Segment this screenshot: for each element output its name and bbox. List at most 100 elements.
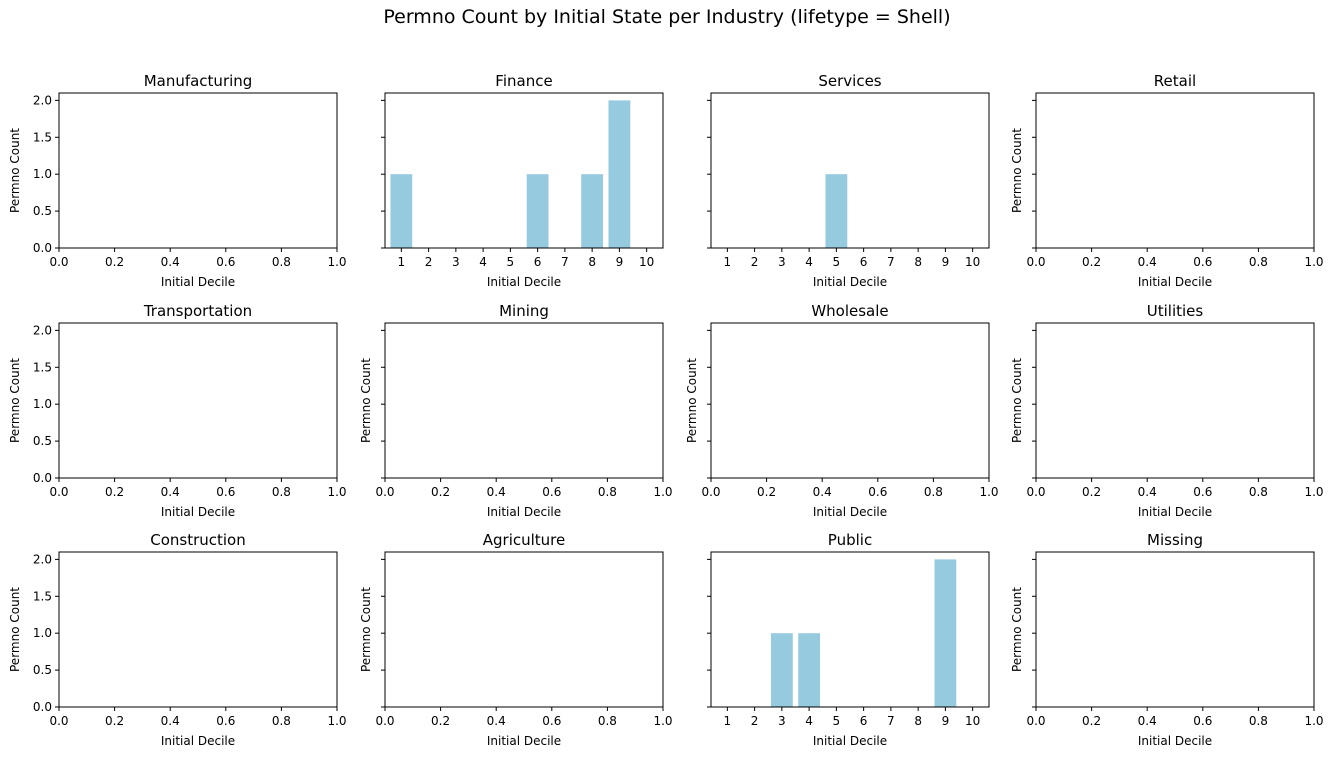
- x-tick-label: 9: [616, 255, 624, 269]
- subplot-title: Retail: [1154, 72, 1196, 90]
- y-tick-label: 1.5: [33, 360, 52, 374]
- axes-frame: [58, 92, 338, 249]
- subplot-title: Services: [818, 72, 881, 90]
- x-tick-label: 4: [805, 255, 813, 269]
- x-tick-label: 0.2: [105, 255, 124, 269]
- subplot-title: Mining: [499, 302, 549, 320]
- x-axis-label: Initial Decile: [487, 505, 561, 519]
- x-tick-label: 0.2: [1082, 485, 1101, 499]
- axes-frame: [58, 551, 338, 708]
- subplot-public: Public 1 2 3 4 5 6 7 8 9 10 Initial Decile: [707, 531, 990, 748]
- subplot-title: Agriculture: [483, 531, 566, 549]
- axes-frame: [1035, 322, 1315, 479]
- x-tick-label: 0.0: [49, 714, 68, 728]
- y-axis-label: Permno Count: [359, 587, 373, 672]
- x-axis-label: Initial Decile: [813, 275, 887, 289]
- x-tick-label: 4: [479, 255, 487, 269]
- bar-decile-4: [798, 633, 821, 707]
- bar-decile-6: [526, 174, 549, 248]
- x-tick-label: 9: [942, 255, 950, 269]
- x-tick-label: 0.6: [216, 485, 235, 499]
- subplot-transportation: Transportation 0.0 0.5 1.0 1.5 2.0 Permno Coun…: [8, 302, 347, 519]
- x-tick-label: 0.8: [924, 485, 943, 499]
- y-tick-label: 1.0: [33, 626, 52, 640]
- subplot-retail: Retail Permno Count 0.0 0.2 0.4 0.6 0.8 1.0 Init…: [1010, 72, 1324, 289]
- axes-frame: [1035, 551, 1315, 708]
- bar-decile-1: [390, 174, 413, 248]
- axes-frame: [58, 322, 338, 479]
- axes-frame: [384, 92, 664, 249]
- x-tick-label: 0.2: [431, 485, 450, 499]
- x-tick-label: 0.4: [813, 485, 832, 499]
- y-tick-label: 2.0: [33, 552, 52, 566]
- x-axis-label: Initial Decile: [161, 505, 235, 519]
- x-tick-label: 0.6: [542, 714, 561, 728]
- x-tick-label: 0.4: [487, 714, 506, 728]
- subplot-title: Construction: [150, 531, 246, 549]
- x-tick-label: 0.6: [1193, 485, 1212, 499]
- axes-frame: [384, 551, 664, 708]
- subplot-title: Transportation: [143, 302, 252, 320]
- y-axis-label: Permno Count: [8, 128, 22, 213]
- x-tick-label: 3: [778, 714, 786, 728]
- y-tick-label: 0.0: [33, 700, 52, 714]
- x-tick-label: 4: [805, 714, 813, 728]
- subplot-title: Public: [828, 531, 872, 549]
- x-tick-label: 1.0: [1304, 714, 1323, 728]
- x-tick-label: 6: [534, 255, 542, 269]
- x-tick-label: 5: [833, 255, 841, 269]
- x-tick-label: 3: [452, 255, 460, 269]
- x-tick-label: 0.6: [1193, 714, 1212, 728]
- x-tick-label: 1.0: [653, 714, 672, 728]
- x-tick-label: 5: [833, 714, 841, 728]
- y-axis-label: Permno Count: [1010, 128, 1024, 213]
- x-tick-label: 6: [860, 255, 868, 269]
- x-tick-label: 7: [887, 255, 895, 269]
- x-tick-label: 0.4: [1138, 714, 1157, 728]
- subplot-mining: Mining Permno Count 0.0 0.2 0.4 0.6 0.8 1.0 Init…: [359, 302, 673, 519]
- x-tick-label: 3: [778, 255, 786, 269]
- subplot-wholesale: Wholesale Permno Count 0.0 0.2 0.4 0.6 0.8 1.0 I…: [685, 302, 999, 519]
- y-tick-label: 0.0: [33, 471, 52, 485]
- y-axis-label: Permno Count: [685, 358, 699, 443]
- x-tick-label: 0.6: [216, 714, 235, 728]
- x-tick-label: 0.8: [598, 485, 617, 499]
- y-tick-label: 1.5: [33, 589, 52, 603]
- x-tick-label: 2: [751, 255, 759, 269]
- y-axis-label: Permno Count: [1010, 358, 1024, 443]
- x-tick-label: 0.6: [542, 485, 561, 499]
- axes-frame: [710, 551, 990, 708]
- x-tick-label: 1.0: [327, 255, 346, 269]
- x-tick-label: 0.8: [598, 714, 617, 728]
- x-tick-label: 0.4: [161, 485, 180, 499]
- subplot-title: Utilities: [1147, 302, 1204, 320]
- x-tick-label: 1.0: [1304, 255, 1323, 269]
- x-tick-label: 0.6: [216, 255, 235, 269]
- subplot-title: Manufacturing: [144, 72, 253, 90]
- x-axis-label: Initial Decile: [1138, 275, 1212, 289]
- x-tick-label: 0.2: [757, 485, 776, 499]
- x-axis-label: Initial Decile: [1138, 734, 1212, 748]
- y-tick-label: 1.0: [33, 167, 52, 181]
- x-tick-label: 0.8: [272, 255, 291, 269]
- x-tick-label: 0.0: [375, 714, 394, 728]
- x-tick-label: 0.0: [701, 485, 720, 499]
- x-tick-label: 1: [724, 255, 732, 269]
- x-tick-label: 0.0: [49, 485, 68, 499]
- x-tick-label: 0.4: [1138, 485, 1157, 499]
- x-tick-label: 6: [860, 714, 868, 728]
- x-tick-label: 0.2: [1082, 255, 1101, 269]
- y-tick-label: 2.0: [33, 93, 52, 107]
- x-tick-label: 0.0: [1026, 714, 1045, 728]
- subplot-services: Services 1 2 3 4 5 6 7 8 9 10 Initial Decile: [707, 72, 990, 289]
- x-tick-label: 7: [887, 714, 895, 728]
- x-axis-label: Initial Decile: [161, 734, 235, 748]
- axes-frame: [1035, 92, 1315, 249]
- y-tick-label: 0.5: [33, 434, 52, 448]
- x-tick-label: 0.4: [487, 485, 506, 499]
- x-tick-label: 1.0: [1304, 485, 1323, 499]
- x-axis-label: Initial Decile: [161, 275, 235, 289]
- y-tick-label: 0.5: [33, 204, 52, 218]
